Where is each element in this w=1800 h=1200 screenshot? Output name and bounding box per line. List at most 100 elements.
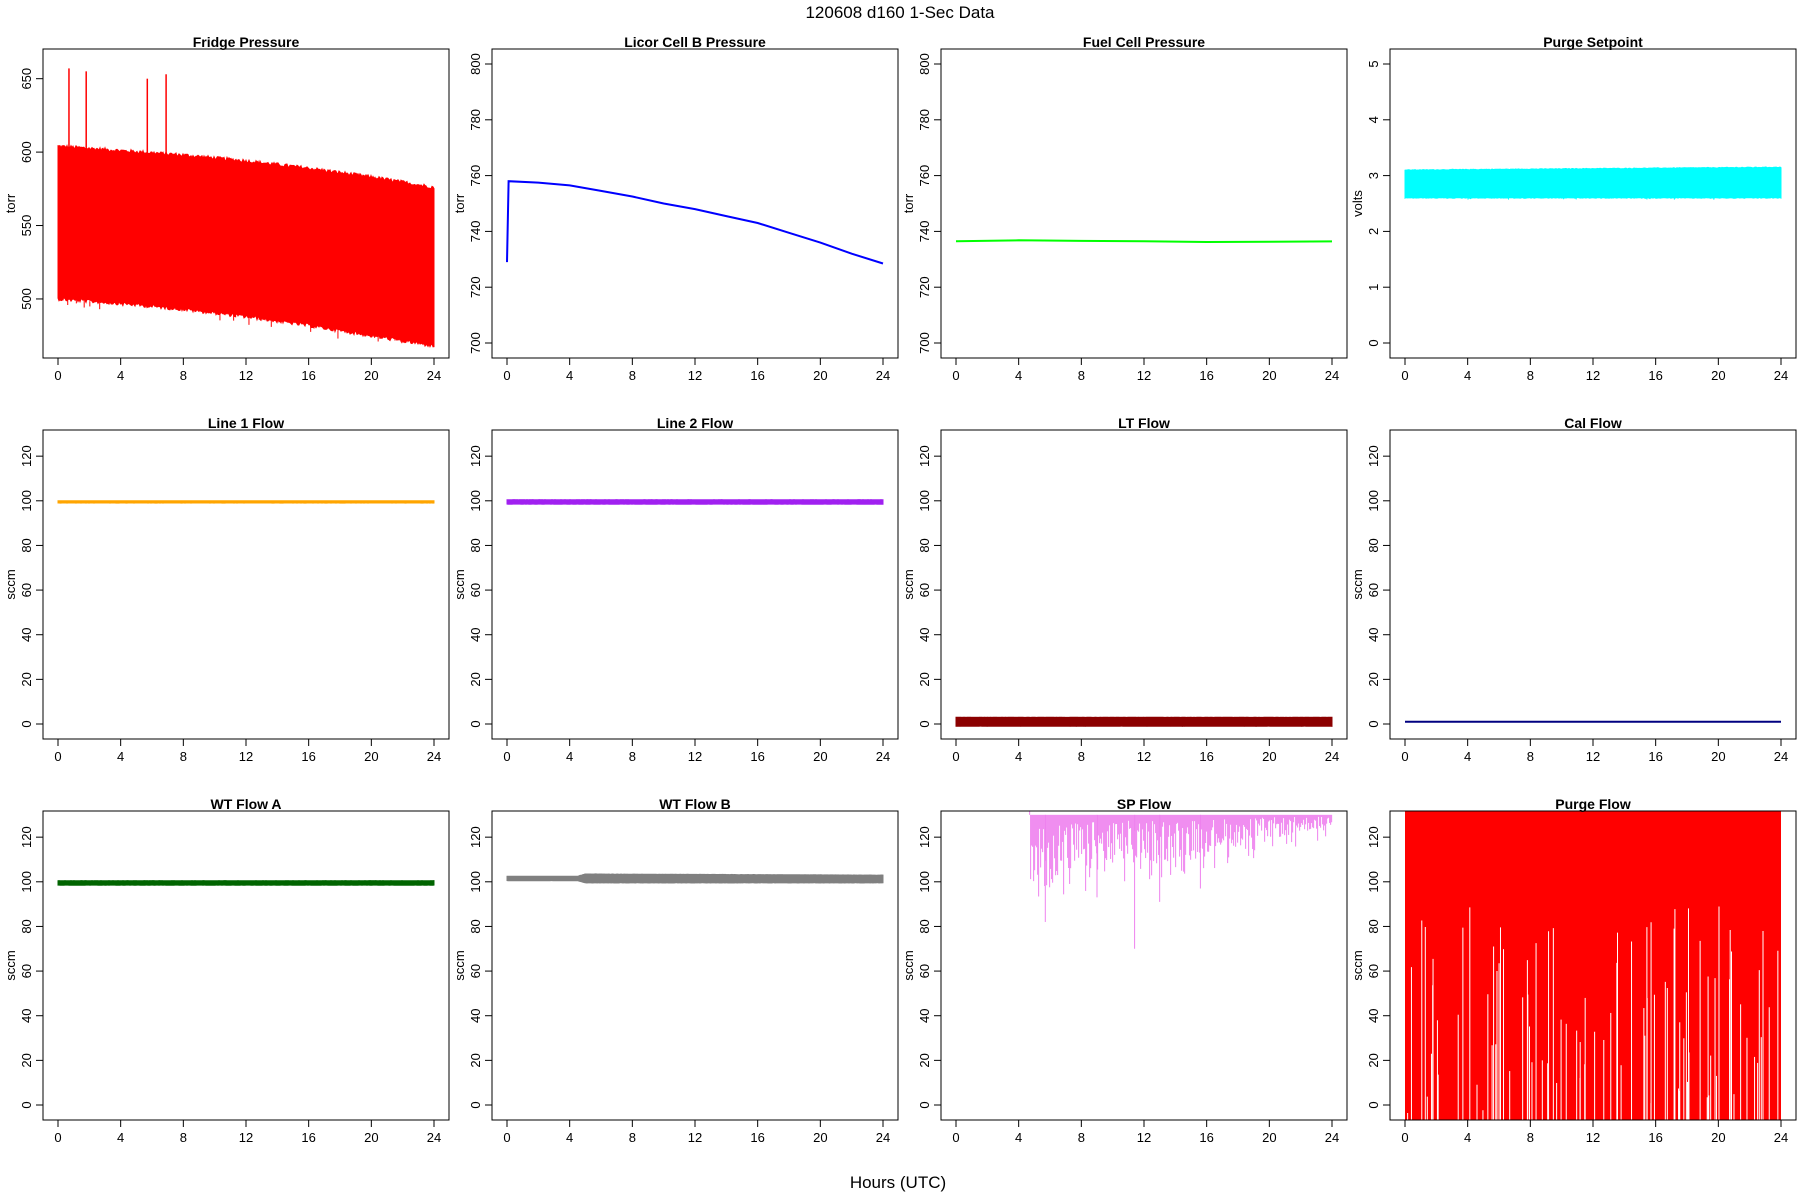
- y-axis: 700 720 740 760 780 800: [468, 53, 492, 354]
- series-purge-setpoint: [1404, 166, 1782, 200]
- plot-frame: [491, 429, 899, 740]
- x-tick-label: 20: [813, 1130, 827, 1145]
- series-line: [506, 180, 884, 265]
- y-tick-label: 100: [917, 871, 932, 893]
- y-axis: 0 20 40 60 80 100 120: [19, 445, 43, 728]
- y-tick-label: 100: [468, 871, 483, 893]
- x-tick-label: 16: [1199, 749, 1213, 764]
- y-tick-label: 40: [917, 627, 932, 641]
- x-tick-label: 16: [1648, 368, 1662, 383]
- y-tick-label: 740: [468, 221, 483, 243]
- y-tick-label: 760: [468, 165, 483, 187]
- x-tick-label: 12: [239, 749, 253, 764]
- y-axis-label: sccm: [901, 950, 916, 980]
- series-sp-flow: [1029, 811, 1333, 949]
- x-tick-label: 8: [180, 1130, 187, 1145]
- y-tick-label: 80: [19, 538, 34, 552]
- y-tick-label: 60: [1366, 583, 1381, 597]
- series-line: [955, 239, 1333, 244]
- y-tick-label: 80: [468, 919, 483, 933]
- x-tick-label: 16: [1199, 1130, 1213, 1145]
- x-tick-label: 8: [180, 749, 187, 764]
- x-tick-label: 0: [503, 1130, 510, 1145]
- x-tick-label: 24: [1325, 368, 1339, 383]
- y-axis-label: sccm: [3, 569, 18, 599]
- y-tick-label: 0: [19, 720, 34, 727]
- x-tick-label: 0: [952, 1130, 959, 1145]
- y-axis: 0 20 40 60 80 100 120: [19, 826, 43, 1109]
- y-tick-label: 120: [19, 445, 34, 467]
- x-tick-label: 20: [813, 749, 827, 764]
- y-tick-label: 80: [19, 919, 34, 933]
- x-tick-label: 0: [1401, 368, 1408, 383]
- y-tick-label: 120: [1366, 826, 1381, 848]
- y-tick-label: 100: [19, 871, 34, 893]
- y-tick-label: 20: [468, 672, 483, 686]
- y-tick-label: 60: [917, 964, 932, 978]
- x-tick-label: 8: [1527, 749, 1534, 764]
- x-axis: 0 4 8 12 16 20 24: [1401, 1119, 1788, 1145]
- y-tick-label: 20: [19, 672, 34, 686]
- y-tick-label: 120: [917, 445, 932, 467]
- x-tick-label: 12: [1586, 1130, 1600, 1145]
- x-tick-label: 8: [1078, 368, 1085, 383]
- x-tick-label: 24: [1325, 749, 1339, 764]
- x-tick-label: 20: [813, 368, 827, 383]
- y-tick-label: 120: [468, 826, 483, 848]
- x-tick-label: 4: [566, 368, 573, 383]
- y-tick-label: 40: [1366, 1008, 1381, 1022]
- x-axis: 0 4 8 12 16 20 24: [952, 738, 1339, 764]
- figure-title: 120608 d160 1-Sec Data: [805, 3, 995, 22]
- x-tick-label: 16: [1648, 1130, 1662, 1145]
- x-tick-label: 4: [1464, 1130, 1471, 1145]
- y-tick-label: 20: [468, 1053, 483, 1067]
- panel-title: Fuel Cell Pressure: [1083, 34, 1205, 50]
- x-tick-label: 8: [629, 368, 636, 383]
- y-tick-label: 0: [468, 1101, 483, 1108]
- y-tick-label: 2: [1366, 228, 1381, 235]
- y-axis-label: sccm: [1350, 950, 1365, 980]
- x-tick-label: 24: [876, 749, 890, 764]
- y-tick-label: 760: [917, 165, 932, 187]
- x-tick-label: 4: [117, 368, 124, 383]
- x-tick-label: 4: [1015, 368, 1022, 383]
- y-tick-label: 800: [468, 53, 483, 75]
- x-tick-label: 0: [54, 749, 61, 764]
- x-tick-label: 0: [54, 368, 61, 383]
- y-tick-label: 0: [19, 1101, 34, 1108]
- y-tick-label: 60: [917, 583, 932, 597]
- y-axis-label: torr: [901, 193, 916, 213]
- panel-wt-flow-b: WT Flow B 0 4 8 12 16 20 24 0 20 40 60 80 100 120 sccm: [452, 796, 899, 1145]
- y-tick-label: 600: [19, 141, 34, 163]
- plot-frame: [42, 429, 450, 740]
- y-tick-label: 0: [468, 720, 483, 727]
- panel-title: WT Flow B: [659, 796, 731, 812]
- x-tick-label: 4: [117, 749, 124, 764]
- panel-title: Purge Setpoint: [1543, 34, 1643, 50]
- series-wt-flow-b: [506, 873, 884, 884]
- y-tick-label: 1: [1366, 284, 1381, 291]
- x-tick-label: 12: [239, 368, 253, 383]
- x-tick-label: 12: [1137, 749, 1151, 764]
- x-tick-label: 4: [1015, 1130, 1022, 1145]
- y-axis: 500 550 600 650: [19, 68, 43, 310]
- y-axis-label: sccm: [452, 950, 467, 980]
- y-axis-label: torr: [452, 193, 467, 213]
- x-tick-label: 20: [364, 749, 378, 764]
- y-axis: 0 20 40 60 80 100 120: [468, 445, 492, 728]
- y-tick-label: 720: [917, 276, 932, 298]
- panel-title: WT Flow A: [210, 796, 281, 812]
- y-tick-label: 80: [1366, 919, 1381, 933]
- y-tick-label: 780: [917, 109, 932, 131]
- y-tick-label: 100: [1366, 490, 1381, 512]
- band-mark: [57, 500, 435, 504]
- x-tick-label: 24: [876, 368, 890, 383]
- plot-frame: [940, 48, 1348, 359]
- x-tick-label: 12: [1137, 1130, 1151, 1145]
- y-axis-label: sccm: [901, 569, 916, 599]
- x-tick-label: 8: [180, 368, 187, 383]
- y-axis: 0 1 2 3 4 5: [1366, 60, 1390, 347]
- panel-cal-flow: Cal Flow 0 4 8 12 16 20 24 0 20 40 60 80 100 120 sccm: [1350, 415, 1797, 764]
- y-tick-label: 20: [917, 1053, 932, 1067]
